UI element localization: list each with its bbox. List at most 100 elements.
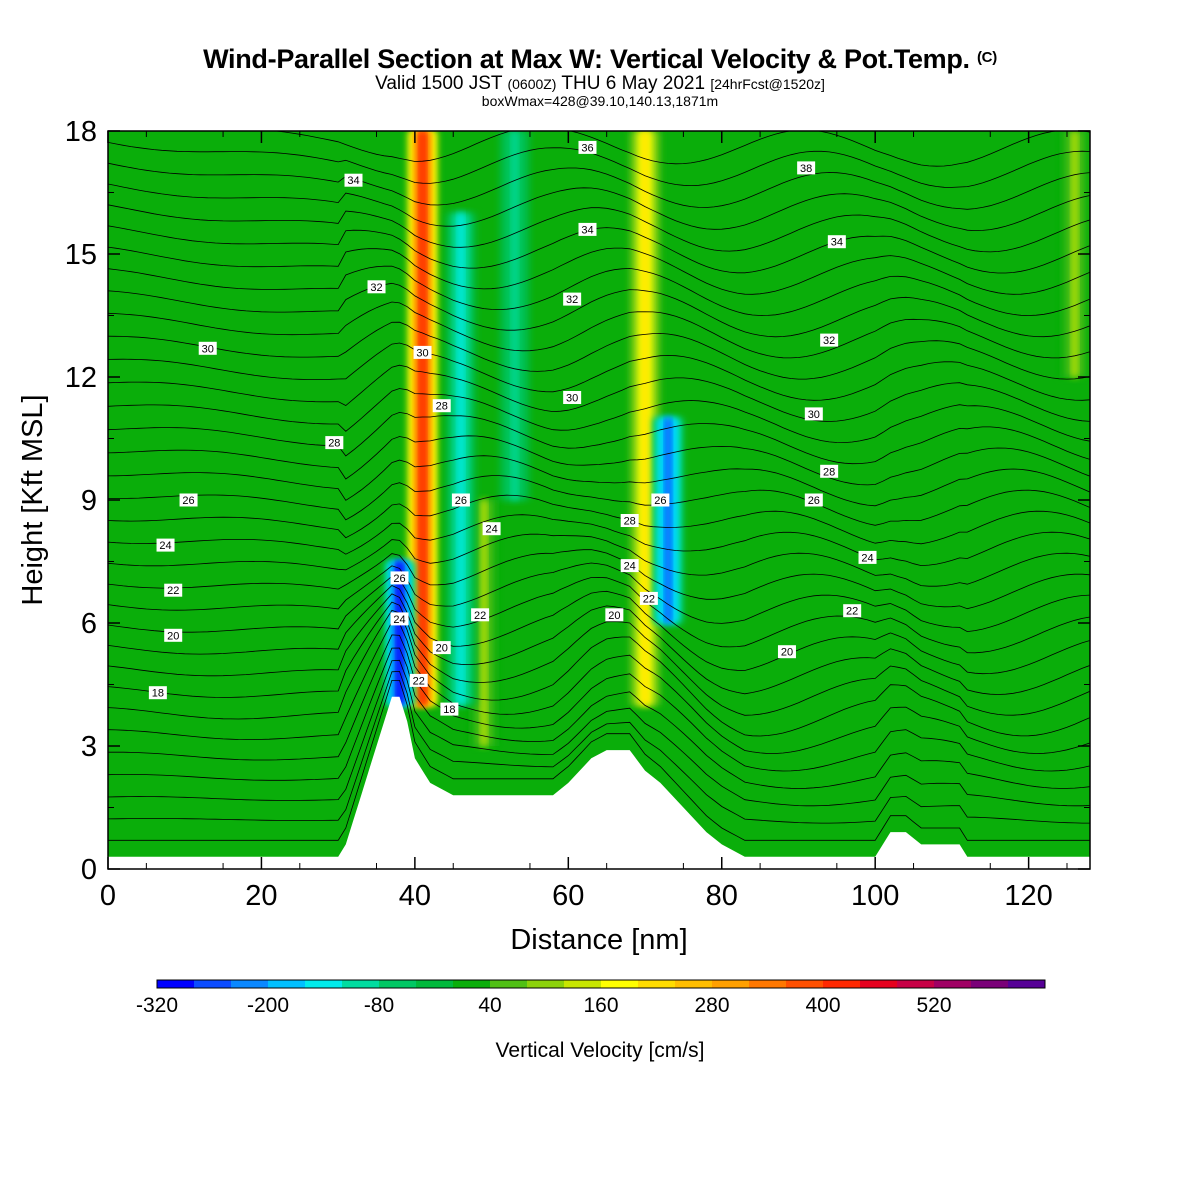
theta-contour-line [108, 514, 1090, 567]
theta-contour-line [108, 455, 1090, 507]
downdraft-band [397, 561, 403, 705]
y-tick-label: 0 [81, 854, 97, 886]
updraft-band [642, 131, 648, 705]
contour-label: 24 [393, 614, 405, 626]
colorbar-swatch [342, 980, 380, 988]
contour-label: 24 [485, 524, 497, 536]
contour-label: 20 [781, 647, 793, 659]
downdraft-band [665, 418, 671, 623]
theta-contour-line [108, 204, 1090, 253]
contour-label: 22 [846, 606, 858, 618]
colorbar-tick-label: 400 [805, 994, 840, 1017]
y-tick-label: 18 [65, 116, 97, 148]
theta-contours [108, 131, 1090, 841]
y-tick-label: 6 [81, 608, 97, 640]
colorbar-swatch [897, 980, 935, 988]
colorbar-swatch [1008, 980, 1046, 988]
theta-contour-line [108, 562, 1090, 633]
theta-contour-line [108, 225, 1090, 274]
colorbar-tick-label: -320 [136, 994, 178, 1017]
contour-label-box [797, 161, 816, 175]
theta-contour-line [108, 183, 1090, 232]
contour-label-box [843, 604, 862, 618]
theta-contour-line [108, 435, 1090, 486]
x-tick-label: 80 [706, 880, 738, 912]
contour-label: 18 [152, 688, 164, 700]
contour-label-box [578, 222, 597, 236]
contour-label: 26 [182, 495, 194, 507]
contour-label: 34 [831, 237, 843, 249]
updraft-band [1072, 131, 1078, 377]
x-axis: 0 20 40 60 80 100 120 [100, 131, 1068, 912]
contour-label: 28 [328, 438, 340, 450]
colorbar-swatch [601, 980, 639, 988]
contour-label: 20 [608, 610, 620, 622]
colorbar-swatch [157, 980, 195, 988]
contour-label-box [471, 608, 490, 622]
colorbar-swatch [675, 980, 713, 988]
contour-label-box [451, 493, 470, 507]
contour-label: 24 [624, 561, 636, 573]
x-tick-label: 120 [1004, 880, 1052, 912]
contour-label-box [325, 436, 344, 450]
downdraft-band [512, 131, 518, 500]
theta-contour-line [108, 609, 1090, 737]
contour-label: 30 [416, 347, 428, 359]
contour-label: 38 [800, 163, 812, 175]
forecast-info: [24hrFcst@1520z] [710, 76, 825, 92]
theta-contour-line [108, 575, 1090, 654]
colorbar-swatch [305, 980, 343, 988]
theta-contour-line [108, 321, 1090, 380]
y-tick-label: 15 [65, 239, 97, 271]
contour-label: 20 [167, 630, 179, 642]
colorbar-swatch [231, 980, 269, 988]
contour-label-box [179, 493, 198, 507]
theta-contour-line [108, 388, 1090, 444]
theta-contour-line [108, 342, 1090, 401]
contour-label: 28 [823, 466, 835, 478]
theta-contour-line [108, 533, 1090, 587]
contour-label-box [620, 559, 639, 573]
contour-label: 30 [566, 393, 578, 405]
colorbar-swatch [786, 980, 824, 988]
contour-label-box [620, 514, 639, 527]
theta-contour-line [108, 670, 1090, 824]
chart-title-text: Wind-Parallel Section at Max W: Vertical… [203, 44, 970, 74]
contour-label-box [440, 702, 459, 716]
theta-contour-line [108, 301, 1090, 359]
valid-date: THU 6 May 2021 [561, 73, 706, 94]
colorbar-swatch [490, 980, 528, 988]
colorbar-tick-label: -200 [247, 994, 289, 1017]
colorbar-tick-label: 520 [916, 994, 951, 1017]
colorbar-swatch [268, 980, 306, 988]
terrain-mask [108, 696, 1090, 869]
x-tick-label: 0 [100, 880, 116, 912]
contour-label-box [148, 686, 167, 700]
contour-label: 28 [624, 516, 636, 528]
contour-label: 26 [393, 573, 405, 585]
colorbar-swatch [564, 980, 602, 988]
contour-label-box [482, 522, 501, 536]
theta-contour-line [108, 634, 1090, 772]
contour-label-box [432, 399, 451, 413]
y-tick-label: 9 [81, 485, 97, 517]
contour-label-box [413, 345, 432, 359]
contour-label: 30 [202, 343, 214, 355]
contour-label: 36 [581, 142, 593, 154]
contour-label-box [367, 280, 386, 294]
colorbar-title: Vertical Velocity [cm/s] [496, 1039, 705, 1062]
contour-label-box [563, 292, 582, 306]
contour-label: 22 [643, 593, 655, 605]
updraft-band [481, 500, 487, 746]
theta-contour-line [108, 593, 1090, 695]
theta-contour-line [108, 265, 1090, 316]
theta-contour-line [108, 475, 1090, 526]
contour-label-box [563, 391, 582, 404]
colorbar-swatch [749, 980, 787, 988]
y-axis-title: Height [Kft MSL] [17, 394, 49, 605]
colorbar-swatch [712, 980, 750, 988]
contour-label-box [390, 612, 409, 626]
contour-label-box [820, 333, 839, 347]
contour-label-box [804, 407, 823, 421]
colorbar-swatch [971, 980, 1009, 988]
